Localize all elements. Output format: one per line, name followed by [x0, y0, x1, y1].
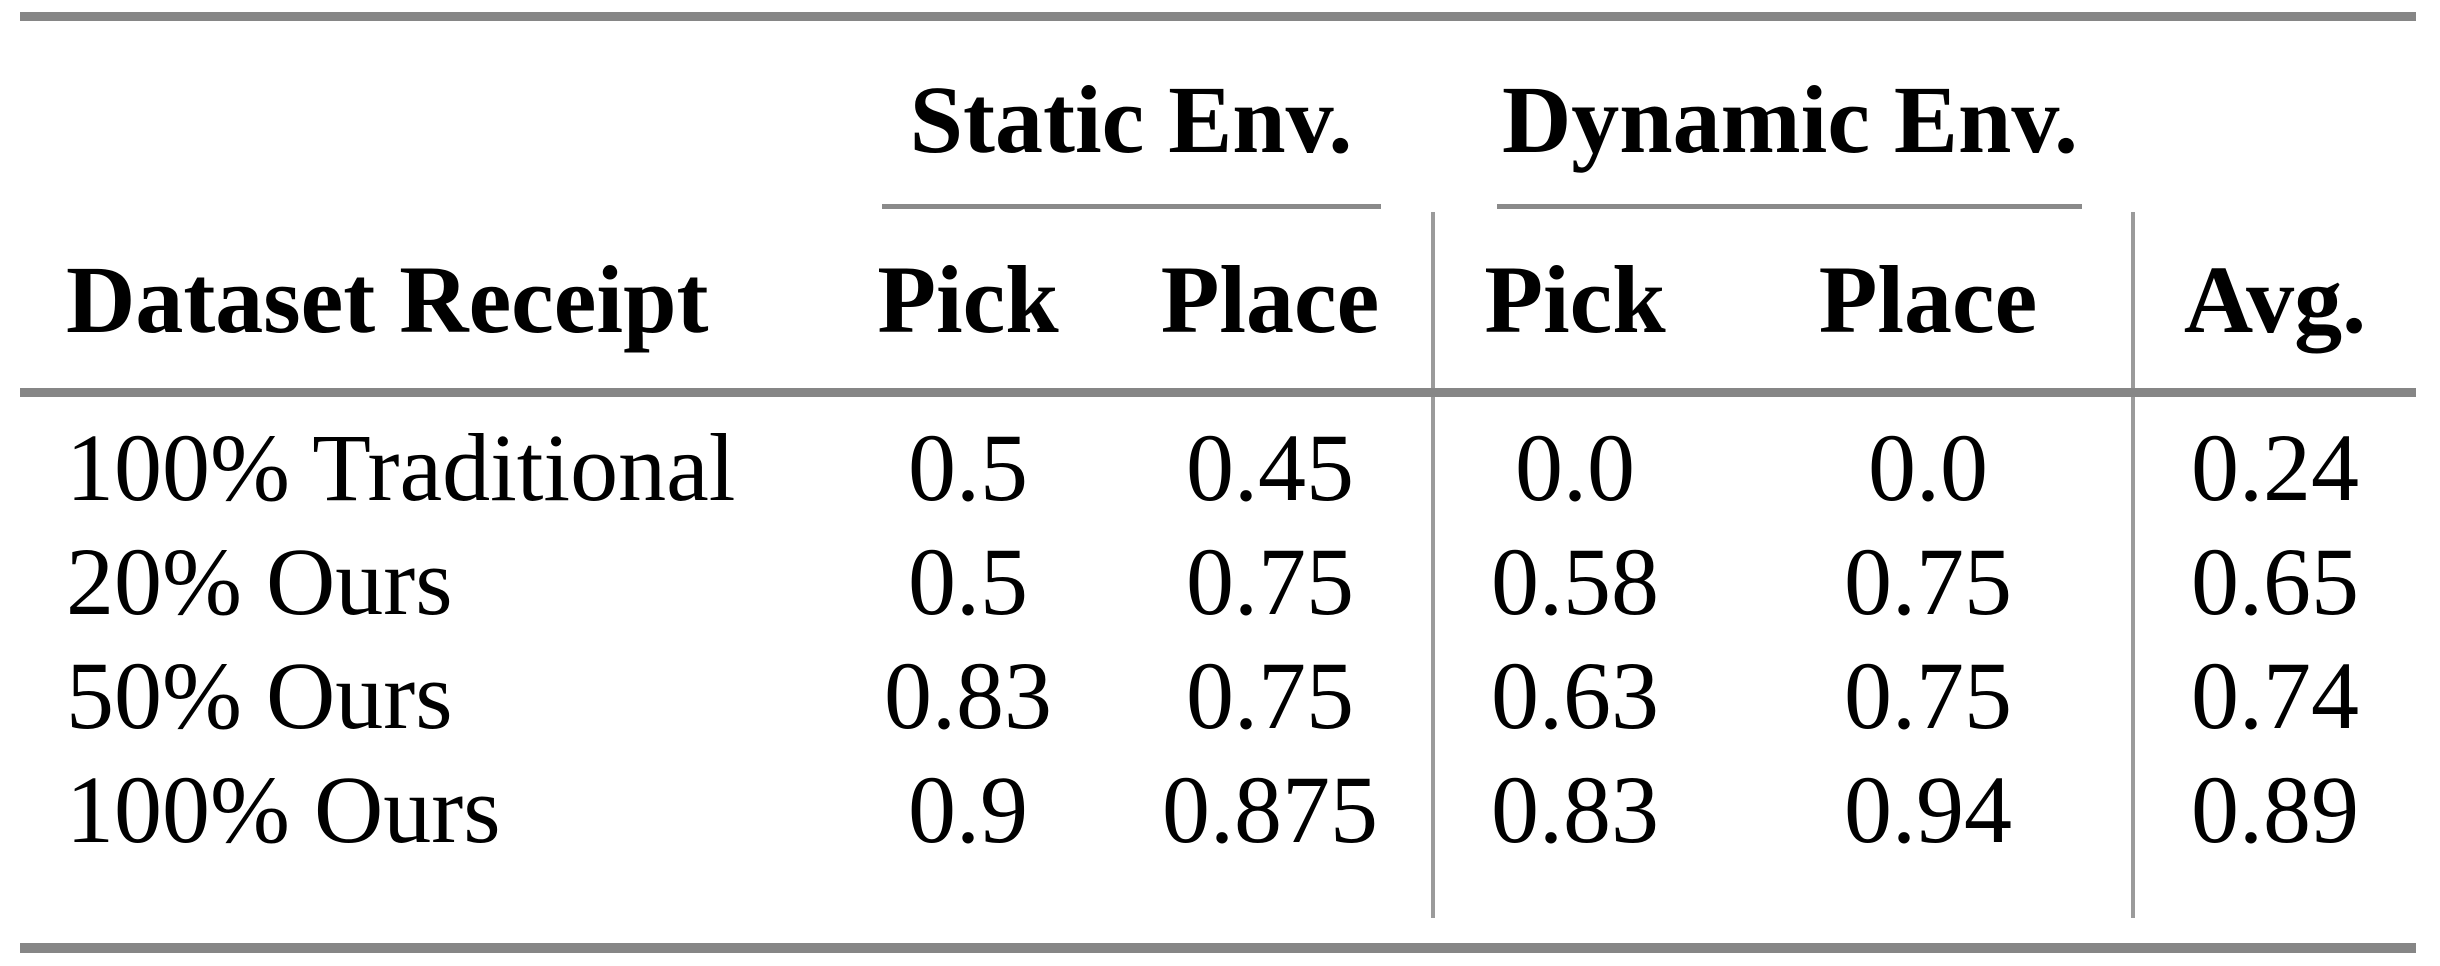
cell-r2-dynamic-place: 0.75 — [1844, 528, 2012, 635]
column-header-avg: Avg. — [2183, 246, 2367, 353]
column-header-dynamic-place: Place — [1818, 246, 2038, 353]
column-header-dataset-receipt: Dataset Receipt — [66, 246, 709, 353]
cell-r4-dynamic-place: 0.94 — [1844, 756, 2012, 863]
table-bottom-rule — [20, 943, 2416, 953]
cell-r2-dynamic-pick: 0.58 — [1491, 528, 1659, 635]
cell-r3-dynamic-pick: 0.63 — [1491, 642, 1659, 749]
cell-r4-static-pick: 0.9 — [908, 756, 1028, 863]
cell-r3-dynamic-place: 0.75 — [1844, 642, 2012, 749]
cell-r1-dynamic-pick: 0.0 — [1515, 414, 1635, 521]
cell-r4-avg: 0.89 — [2191, 756, 2359, 863]
cell-r1-dynamic-place: 0.0 — [1868, 414, 1988, 521]
row-label-20pct-ours: 20% Ours — [66, 528, 453, 635]
row-label-50pct-ours: 50% Ours — [66, 642, 453, 749]
row-label-100pct-ours: 100% Ours — [66, 756, 501, 863]
cell-r1-static-place: 0.45 — [1186, 414, 1354, 521]
divider-dynamic-avg-body — [2131, 397, 2135, 918]
cell-r2-static-place: 0.75 — [1186, 528, 1354, 635]
table-header-rule — [20, 388, 2416, 397]
divider-static-dynamic-header — [1431, 212, 1435, 388]
row-label-100pct-traditional: 100% Traditional — [66, 414, 736, 521]
divider-static-dynamic-body — [1431, 397, 1435, 918]
dynamic-env-underline — [1497, 204, 2082, 209]
cell-r3-avg: 0.74 — [2191, 642, 2359, 749]
cell-r4-dynamic-pick: 0.83 — [1491, 756, 1659, 863]
group-header-dynamic-env: Dynamic Env. — [1501, 66, 2079, 173]
cell-r2-avg: 0.65 — [2191, 528, 2359, 635]
column-header-dynamic-pick: Pick — [1484, 246, 1666, 353]
column-header-static-place: Place — [1160, 246, 1380, 353]
cell-r2-static-pick: 0.5 — [908, 528, 1028, 635]
cell-r1-avg: 0.24 — [2191, 414, 2359, 521]
column-header-static-pick: Pick — [877, 246, 1059, 353]
cell-r3-static-place: 0.75 — [1186, 642, 1354, 749]
table-top-rule — [20, 12, 2416, 21]
divider-dynamic-avg-header — [2131, 212, 2135, 388]
group-header-static-env: Static Env. — [909, 66, 1353, 173]
cell-r3-static-pick: 0.83 — [884, 642, 1052, 749]
static-env-underline — [882, 204, 1381, 209]
cell-r1-static-pick: 0.5 — [908, 414, 1028, 521]
cell-r4-static-place: 0.875 — [1162, 756, 1378, 863]
